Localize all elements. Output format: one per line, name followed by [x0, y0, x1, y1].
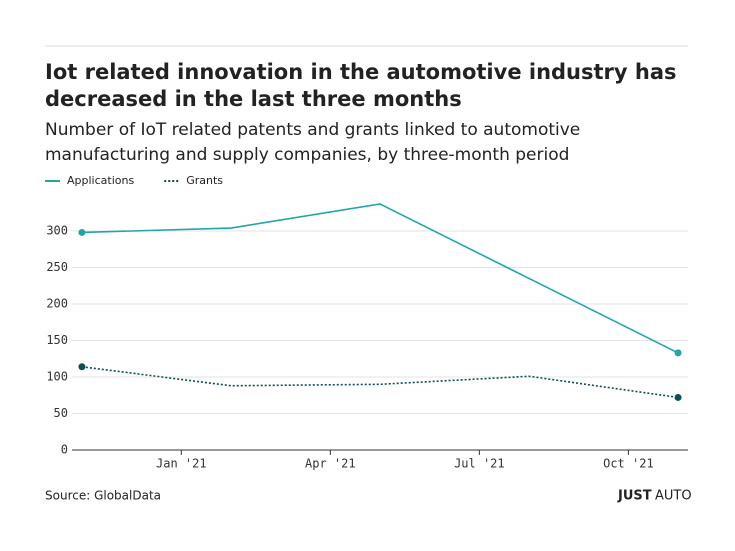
x-tick-label: Apr '21 [305, 457, 356, 471]
legend-label: Grants [186, 174, 223, 187]
series-line [81, 203, 679, 354]
chart-subtitle: manufacturing and supply companies, by t… [45, 145, 569, 165]
end-marker [674, 393, 682, 401]
chart-title: decreased in the last three months [45, 87, 462, 111]
chart-title: Iot related innovation in the automotive… [45, 60, 677, 84]
legend-label: Applications [67, 174, 134, 187]
x-tick-label: Oct '21 [603, 457, 654, 471]
y-tick-label: 200 [46, 297, 68, 311]
series-line [81, 365, 679, 399]
y-tick-label: 250 [46, 260, 68, 274]
x-tick-label: Jan '21 [156, 457, 207, 471]
y-tick-label: 100 [46, 370, 68, 384]
y-tick-label: 50 [54, 406, 68, 420]
chart-subtitle: Number of IoT related patents and grants… [45, 120, 580, 140]
y-tick-label: 300 [46, 224, 68, 238]
y-tick-label: 150 [46, 333, 68, 347]
brand: AUTO [655, 489, 692, 504]
source: Source: GlobalData [45, 489, 161, 503]
y-tick-label: 0 [61, 443, 68, 457]
x-tick-label: Jul '21 [454, 457, 505, 471]
end-marker [674, 349, 682, 357]
end-marker [78, 228, 86, 236]
end-marker [78, 363, 86, 371]
brand: JUST [617, 489, 652, 504]
